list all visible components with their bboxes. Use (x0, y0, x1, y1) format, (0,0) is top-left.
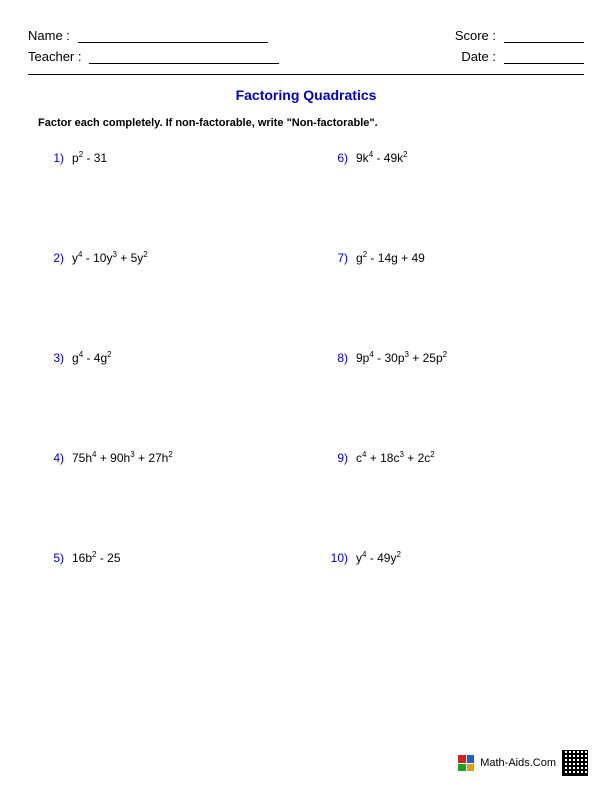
worksheet-title: Factoring Quadratics (28, 87, 584, 103)
score-underline[interactable] (504, 42, 584, 43)
problem-expression: g4 - 4g2 (72, 351, 112, 365)
score-field: Score : (455, 28, 584, 43)
problem-1: 1) p2 - 31 (36, 151, 300, 165)
problem-expression: g2 - 14g + 49 (356, 251, 425, 265)
problem-number: 1) (36, 151, 64, 165)
footer: Math-Aids.Com (458, 750, 588, 776)
problem-expression: p2 - 31 (72, 151, 107, 165)
problem-expression: 16b2 - 25 (72, 551, 121, 565)
problem-number: 3) (36, 351, 64, 365)
problem-expression: y4 - 10y3 + 5y2 (72, 251, 148, 265)
problem-expression: 75h4 + 90h3 + 27h2 (72, 451, 173, 465)
score-label: Score : (455, 28, 496, 43)
name-label: Name : (28, 28, 70, 43)
teacher-field: Teacher : (28, 49, 279, 64)
problem-number: 2) (36, 251, 64, 265)
instructions-text: Factor each completely. If non-factorabl… (38, 117, 584, 129)
problem-9: 5) 16b2 - 25 (36, 551, 300, 565)
problem-expression: 9p4 - 30p3 + 25p2 (356, 351, 447, 365)
header-row-2: Teacher : Date : (28, 49, 584, 64)
problem-number: 10) (320, 551, 348, 565)
problem-number: 8) (320, 351, 348, 365)
problem-5: 3) g4 - 4g2 (36, 351, 300, 365)
problem-3: 2) y4 - 10y3 + 5y2 (36, 251, 300, 265)
problem-number: 9) (320, 451, 348, 465)
problem-2: 6) 9k4 - 49k2 (320, 151, 584, 165)
date-field: Date : (461, 49, 584, 64)
footer-site: Math-Aids.Com (480, 757, 556, 769)
logo-icon (458, 755, 474, 771)
problem-expression: 9k4 - 49k2 (356, 151, 408, 165)
name-field: Name : (28, 28, 268, 43)
problem-number: 7) (320, 251, 348, 265)
problem-8: 9) c4 + 18c3 + 2c2 (320, 451, 584, 465)
problem-6: 8) 9p4 - 30p3 + 25p2 (320, 351, 584, 365)
header-row-1: Name : Score : (28, 28, 584, 43)
problem-number: 4) (36, 451, 64, 465)
problem-number: 6) (320, 151, 348, 165)
qr-code-icon (562, 750, 588, 776)
problem-4: 7) g2 - 14g + 49 (320, 251, 584, 265)
teacher-underline[interactable] (89, 63, 279, 64)
problem-expression: y4 - 49y2 (356, 551, 401, 565)
problem-expression: c4 + 18c3 + 2c2 (356, 451, 435, 465)
date-underline[interactable] (504, 63, 584, 64)
name-underline[interactable] (78, 42, 268, 43)
problems-grid: 1) p2 - 31 6) 9k4 - 49k2 2) y4 - 10y3 + 5y2 7)… (28, 151, 584, 565)
date-label: Date : (461, 49, 496, 64)
teacher-label: Teacher : (28, 49, 81, 64)
problem-10: 10) y4 - 49y2 (320, 551, 584, 565)
problem-number: 5) (36, 551, 64, 565)
header-divider (28, 74, 584, 75)
problem-7: 4) 75h4 + 90h3 + 27h2 (36, 451, 300, 465)
